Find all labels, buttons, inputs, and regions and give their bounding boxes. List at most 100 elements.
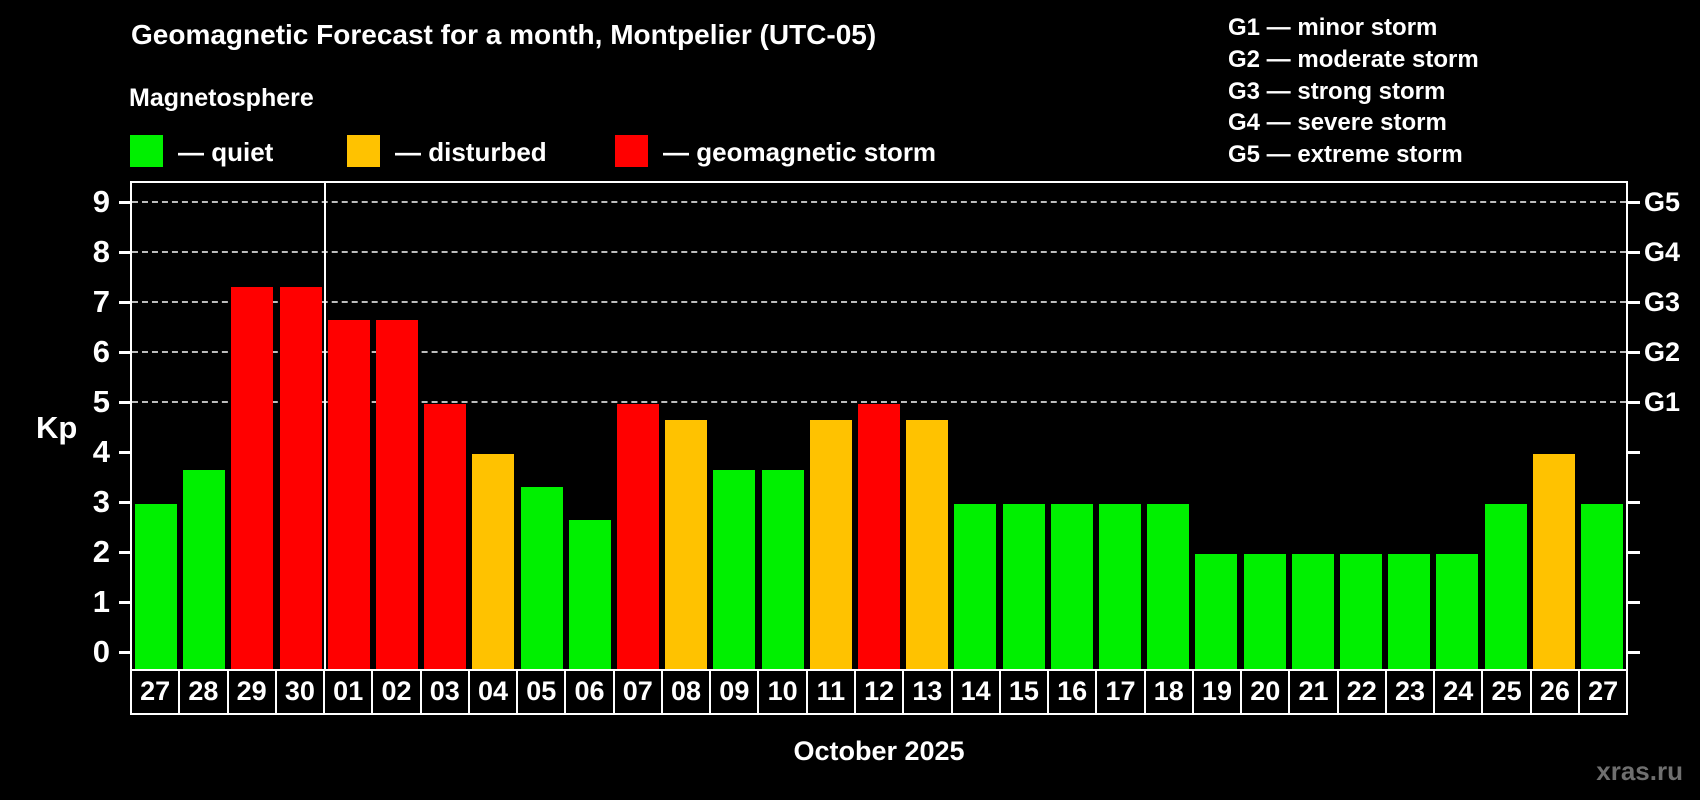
kp-tick-label: 7	[92, 284, 110, 319]
day-label-box: 06	[564, 669, 615, 715]
kp-gridline	[132, 351, 1626, 353]
kp-bar-quiet	[135, 504, 178, 669]
day-label-box: 20	[1240, 669, 1291, 715]
day-label-box: 24	[1433, 669, 1484, 715]
g-tick-label: G4	[1644, 237, 1681, 267]
kp-bar-quiet	[1050, 504, 1093, 669]
day-label-box: 11	[805, 669, 856, 715]
kp-bar-storm	[617, 404, 660, 669]
magnetosphere-label: Magnetosphere	[129, 84, 314, 112]
kp-tick-label: 8	[92, 234, 110, 269]
g-scale-legend-line: G2 — moderate storm	[1228, 45, 1479, 73]
kp-gridline	[132, 301, 1626, 303]
disturbed-legend-label: — disturbed	[395, 137, 547, 167]
kp-bar-quiet	[520, 487, 563, 669]
kp-tick-label: 6	[92, 334, 110, 369]
g-scale-legend-line: G5 — extreme storm	[1228, 141, 1463, 169]
kp-axis-label: Kp	[36, 410, 78, 445]
kp-bar-quiet	[183, 470, 226, 669]
kp-tick-label: 1	[92, 584, 110, 619]
day-label-box: 12	[853, 669, 905, 715]
g-tick	[1628, 501, 1640, 504]
g-scale-legend: G1 — minor storm G2 — moderate storm G3 — …	[1228, 12, 1479, 171]
kp-bar-quiet	[761, 470, 804, 669]
g-tick	[1628, 601, 1640, 604]
day-label-box: 18	[1143, 669, 1194, 715]
kp-bar-disturbed	[665, 420, 708, 669]
kp-tick	[119, 451, 131, 454]
kp-gridline	[132, 201, 1626, 203]
day-label-box: 21	[1288, 669, 1339, 715]
day-label-box: 29	[226, 669, 277, 715]
kp-bar-quiet	[1484, 504, 1527, 669]
kp-tick	[119, 401, 131, 404]
kp-bar-quiet	[1147, 504, 1190, 669]
day-label-box: 22	[1336, 669, 1387, 715]
g-tick	[1628, 401, 1640, 404]
kp-tick-label: 9	[92, 184, 110, 219]
day-label-box: 16	[1047, 669, 1098, 715]
kp-bar-quiet	[1098, 504, 1141, 669]
plot-area	[130, 181, 1628, 669]
disturbed-legend-swatch	[347, 135, 380, 167]
day-label-box: 17	[1095, 669, 1146, 715]
kp-tick	[119, 651, 131, 654]
g-scale-legend-line: G1 — minor storm	[1228, 14, 1438, 41]
kp-bar-quiet	[713, 470, 756, 669]
kp-tick	[119, 251, 131, 254]
day-label-box: 09	[709, 669, 760, 715]
day-label-box: 13	[902, 669, 953, 715]
g-tick	[1628, 201, 1640, 204]
kp-tick-label: 5	[92, 384, 110, 419]
day-label-box: 08	[660, 669, 712, 715]
kp-bar-quiet	[1291, 554, 1334, 669]
kp-tick	[119, 201, 131, 204]
g-tick-label: G1	[1644, 387, 1681, 417]
g-scale-legend-line: G4 — severe storm	[1228, 109, 1447, 137]
day-label-box: 19	[1191, 669, 1243, 715]
month-separator-line	[323, 183, 326, 669]
kp-bar-quiet	[954, 504, 997, 669]
kp-bar-quiet	[1580, 504, 1623, 669]
g-tick	[1628, 651, 1640, 654]
kp-tick-label: 0	[92, 634, 110, 669]
g-tick	[1628, 251, 1640, 254]
day-label-box: 03	[419, 669, 470, 715]
g-tick	[1628, 551, 1640, 554]
kp-tick	[119, 301, 131, 304]
kp-bar-disturbed	[472, 454, 515, 669]
kp-tick	[119, 501, 131, 504]
g-tick	[1628, 351, 1640, 354]
kp-tick	[119, 601, 131, 604]
kp-bar-quiet	[1243, 554, 1286, 669]
day-label-box: 26	[1529, 669, 1580, 715]
watermark: xras.ru	[1596, 756, 1683, 786]
day-axis: 27 28 29 30 01 02 03 04 05 06 07 08 09 10 11 12 13 14 15 16…	[130, 669, 1629, 715]
storm-legend-label: — geomagnetic storm	[663, 137, 937, 167]
kp-bar-quiet	[1195, 554, 1238, 669]
kp-bar-quiet	[1002, 504, 1045, 669]
kp-bar-disturbed	[906, 420, 949, 669]
kp-bar-storm	[327, 320, 370, 669]
kp-tick-label: 4	[92, 434, 110, 469]
month-caption: October 2025	[793, 736, 965, 766]
day-label-box: 27	[130, 669, 181, 715]
kp-bar-storm	[424, 404, 467, 669]
day-label-box: 27	[1577, 669, 1629, 715]
kp-bar-quiet	[1339, 554, 1382, 669]
day-label-box: 25	[1481, 669, 1532, 715]
day-label-box: 14	[950, 669, 1001, 715]
day-label-box: 07	[612, 669, 663, 715]
kp-bar-quiet	[1388, 554, 1431, 669]
g-tick-label: G3	[1644, 287, 1681, 317]
kp-bar-storm	[376, 320, 419, 669]
g-tick-label: G2	[1644, 337, 1681, 367]
kp-tick	[119, 551, 131, 554]
g-scale-legend-line: G3 — strong storm	[1228, 77, 1446, 105]
kp-tick-label: 3	[92, 484, 110, 519]
day-label-box: 28	[178, 669, 229, 715]
day-label-box: 23	[1384, 669, 1436, 715]
kp-bar-quiet	[568, 520, 611, 669]
kp-bar-disturbed	[1532, 454, 1575, 669]
